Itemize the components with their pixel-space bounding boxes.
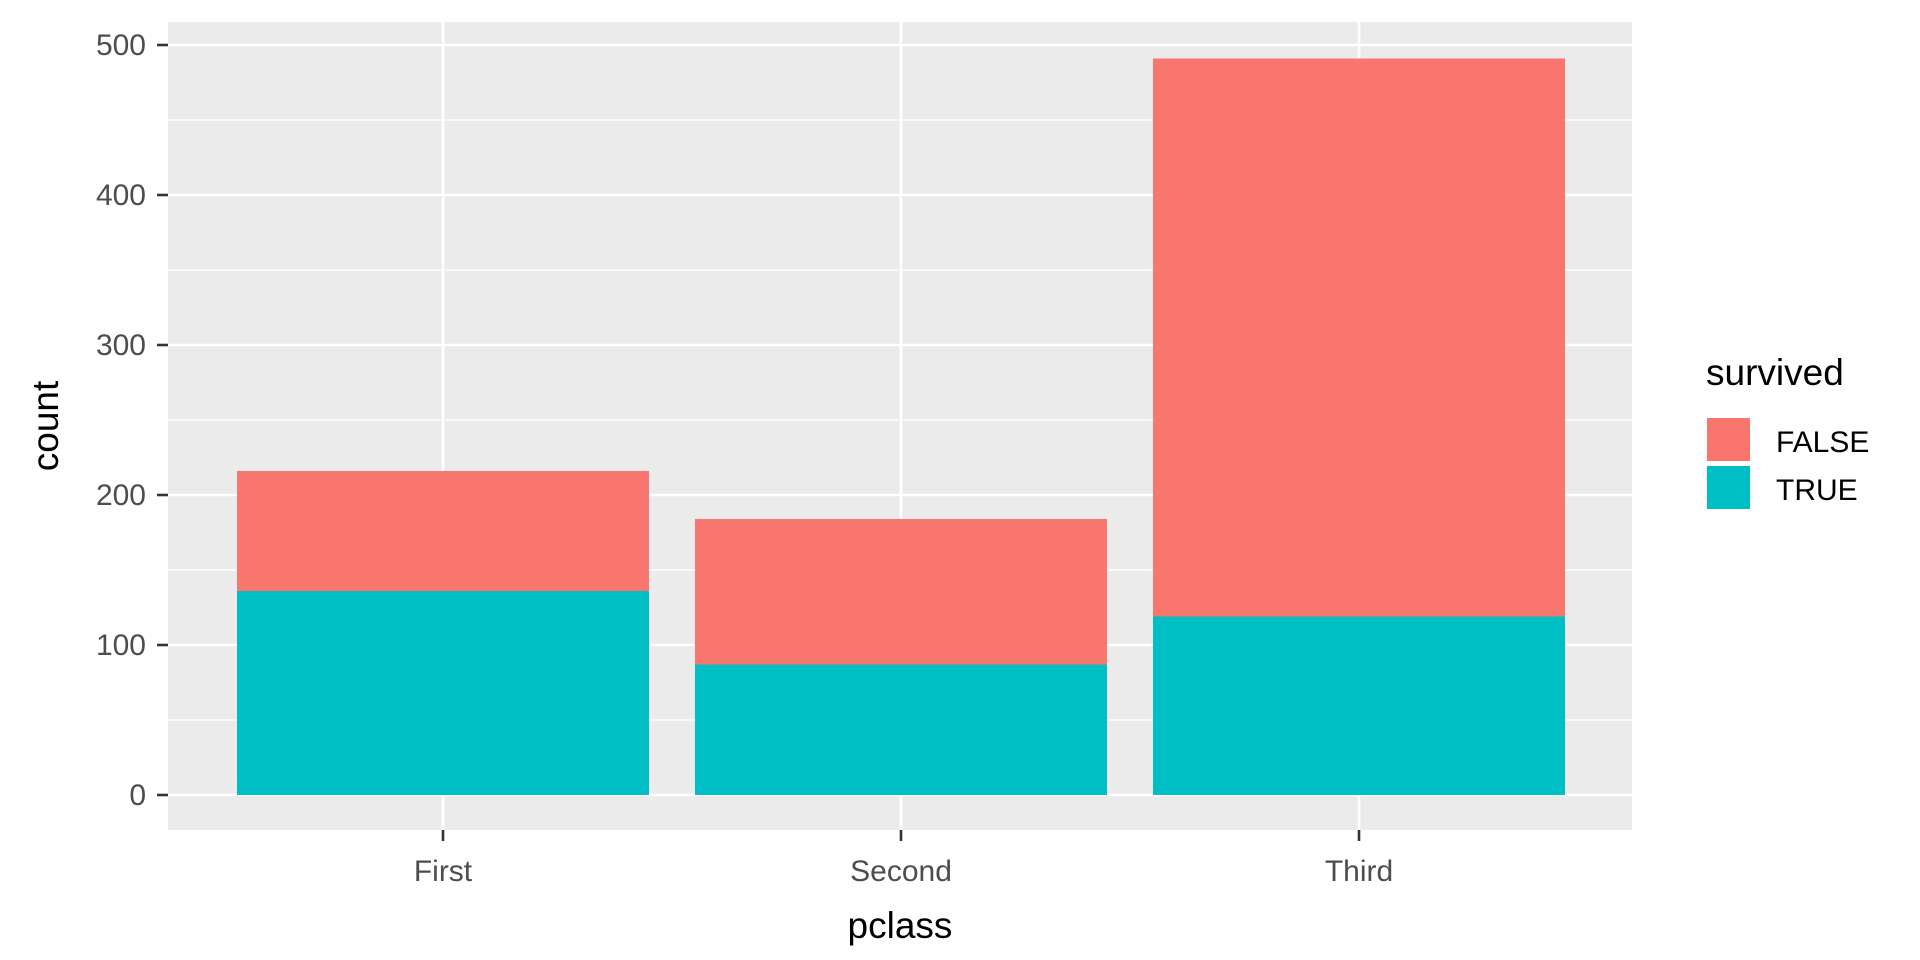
y-tick-label: 100 [96, 629, 146, 662]
y-axis-title: count [25, 380, 66, 471]
x-tick-label-third: Third [1325, 855, 1393, 888]
legend-key-false [1707, 418, 1750, 461]
legend-title: survived [1706, 352, 1844, 393]
y-tick-label: 200 [96, 479, 146, 512]
x-tick-label-second: Second [850, 855, 952, 888]
y-tick-label: 0 [129, 779, 146, 812]
y-tick-label: 300 [96, 329, 146, 362]
legend: survived FALSE TRUE [1706, 352, 1869, 509]
bar-second-false [695, 519, 1107, 665]
legend-key-true [1707, 466, 1750, 509]
y-axis: 0 100 200 300 400 500 [96, 29, 168, 812]
legend-label-true: TRUE [1776, 474, 1858, 507]
bar-first-false [237, 471, 649, 591]
x-axis: First Second Third [414, 830, 1393, 888]
bar-second-true [695, 664, 1107, 795]
bar-first-true [237, 591, 649, 795]
bar-third-true [1153, 616, 1565, 795]
x-axis-title: pclass [848, 905, 953, 946]
y-tick-label: 400 [96, 179, 146, 212]
bars [237, 58, 1565, 795]
x-tick-label-first: First [414, 855, 473, 888]
y-tick-label: 500 [96, 29, 146, 62]
legend-label-false: FALSE [1776, 426, 1869, 459]
bar-third-false [1153, 58, 1565, 617]
